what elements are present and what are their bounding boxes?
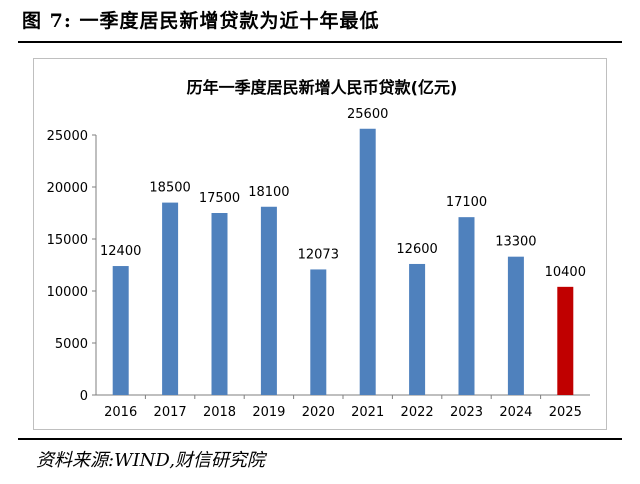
y-tick-label: 0: [80, 389, 88, 404]
y-tick-label: 15000: [47, 233, 88, 248]
bar-2021: [359, 128, 376, 395]
data-label: 17100: [446, 195, 487, 210]
x-tick-label: 2022: [401, 405, 434, 420]
y-tick-label: 20000: [47, 181, 88, 196]
x-tick-label: 2020: [302, 405, 335, 420]
data-label: 12400: [100, 244, 141, 259]
x-tick-label: 2024: [499, 405, 532, 420]
bar-2019: [260, 206, 277, 395]
data-label: 25600: [347, 107, 388, 122]
data-label: 12073: [298, 247, 339, 262]
bar-chart: 历年一季度居民新增人民币贷款(亿元) 0 5000 10000 15000 20000 2…: [47, 78, 590, 420]
x-tick-label: 2025: [549, 405, 582, 420]
bar-2017: [162, 202, 179, 395]
bar-2020: [310, 269, 327, 395]
x-tick-label: 2018: [203, 405, 236, 420]
bar-2025: [557, 286, 574, 395]
x-tick-label: 2016: [104, 405, 137, 420]
data-label: 10400: [545, 265, 586, 280]
y-tick-label: 10000: [47, 285, 88, 300]
top-rule: [18, 41, 622, 43]
figure-title: 图 7: 一季度居民新增贷款为近十年最低: [22, 10, 380, 32]
data-label: 12600: [396, 242, 437, 257]
bar-2023: [458, 217, 475, 395]
bar-2022: [409, 263, 426, 395]
bar-2018: [211, 213, 228, 395]
chart-title: 历年一季度居民新增人民币贷款(亿元): [187, 78, 458, 97]
x-tick-label: 2019: [252, 405, 285, 420]
bar-2024: [507, 256, 524, 395]
x-tick-label: 2023: [450, 405, 483, 420]
y-tick-label: 5000: [55, 337, 88, 352]
data-label: 13300: [495, 235, 536, 250]
data-label: 18500: [149, 181, 190, 196]
x-tick-label: 2021: [351, 405, 384, 420]
source-note: 资料来源:WIND,财信研究院: [36, 450, 265, 471]
bar-2016: [112, 266, 129, 395]
data-label: 17500: [199, 191, 240, 206]
y-tick-label: 25000: [47, 129, 88, 144]
bottom-rule: [18, 438, 622, 440]
x-tick-label: 2017: [154, 405, 187, 420]
data-label: 18100: [248, 185, 289, 200]
chart-frame: 历年一季度居民新增人民币贷款(亿元) 0 5000 10000 15000 20000 2…: [33, 58, 607, 430]
